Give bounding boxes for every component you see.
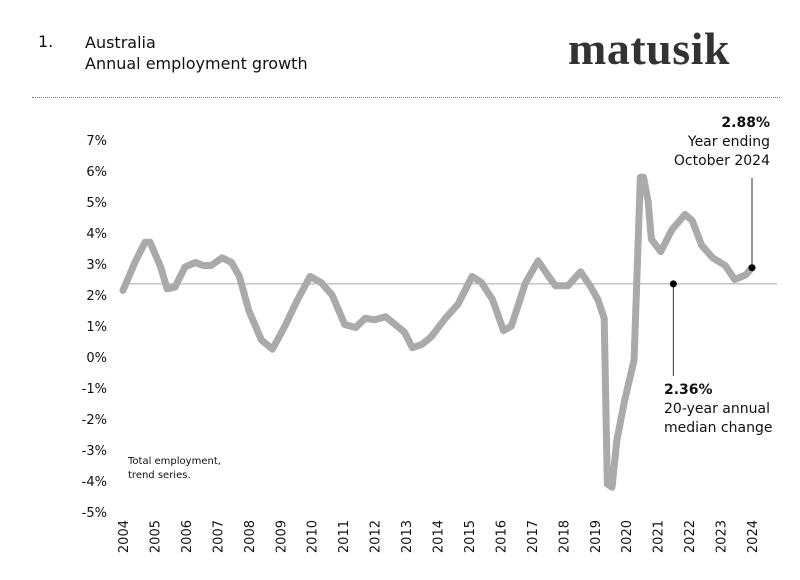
chart-title: Australia — [85, 33, 156, 52]
x-tick-label: 2007 — [211, 520, 226, 553]
x-tick-label: 2015 — [463, 520, 478, 553]
median-text-2: median change — [664, 420, 773, 436]
y-tick-label: -5% — [82, 506, 107, 521]
x-tick-label: 2012 — [369, 520, 384, 553]
median-annotation: 2.36% 20-year annual median change — [664, 381, 772, 438]
chart-subtitle: Annual employment growth — [85, 54, 308, 73]
x-tick-label: 2024 — [746, 520, 761, 553]
latest-text-2: October 2024 — [673, 153, 770, 169]
latest-value: 2.88% — [721, 115, 770, 131]
median-value: 2.36% — [664, 382, 713, 398]
employment-growth-line — [119, 173, 756, 491]
chart-note: Total employment, trend series. — [128, 455, 221, 483]
y-tick-label: 7% — [86, 134, 107, 149]
latest-annotation: 2.88% Year ending October 2024 — [674, 114, 770, 171]
x-tick-label: 2014 — [432, 520, 447, 553]
x-tick-label: 2016 — [494, 520, 509, 553]
median-point-marker — [669, 280, 677, 288]
y-tick-label: 5% — [86, 196, 107, 211]
x-tick-label: 2008 — [243, 520, 258, 553]
latest-point-marker — [748, 264, 756, 272]
y-tick-label: -3% — [82, 444, 107, 459]
x-tick-label: 2019 — [589, 520, 604, 553]
y-tick-label: -4% — [82, 475, 107, 490]
x-tick-label: 2018 — [557, 520, 572, 553]
x-tick-label: 2005 — [148, 520, 163, 553]
y-tick-label: -2% — [82, 413, 107, 428]
chart-number: 1. — [38, 32, 54, 51]
y-tick-label: 6% — [86, 165, 107, 180]
x-tick-label: 2017 — [526, 520, 541, 553]
x-tick-label: 2006 — [180, 520, 195, 553]
y-tick-label: 1% — [86, 320, 107, 335]
y-tick-label: 4% — [86, 227, 107, 242]
header-divider — [32, 97, 780, 98]
x-tick-label: 2011 — [337, 520, 352, 553]
x-tick-label: 2013 — [400, 520, 415, 553]
y-tick-label: 3% — [86, 258, 107, 273]
latest-text-1: Year ending — [687, 134, 770, 150]
x-tick-label: 2010 — [306, 520, 321, 553]
x-tick-label: 2022 — [683, 520, 698, 553]
x-tick-label: 2023 — [715, 520, 730, 553]
note-line-2: trend series. — [128, 470, 191, 481]
x-tick-label: 2009 — [274, 520, 289, 553]
y-tick-label: 0% — [86, 351, 107, 366]
x-tick-label: 2004 — [117, 520, 132, 553]
y-tick-label: 2% — [86, 289, 107, 304]
x-tick-label: 2020 — [620, 520, 635, 553]
y-tick-label: -1% — [82, 382, 107, 397]
matusik-logo: matusik — [568, 23, 730, 74]
x-tick-label: 2021 — [652, 520, 667, 553]
median-text-1: 20-year annual — [664, 401, 770, 417]
note-line-1: Total employment, — [128, 456, 221, 467]
